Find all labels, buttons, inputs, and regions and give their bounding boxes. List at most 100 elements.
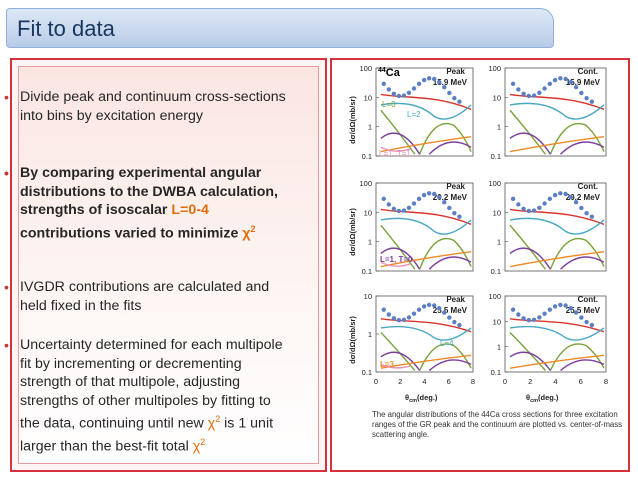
bullet-panel xyxy=(10,58,327,472)
slide-title: Fit to data xyxy=(17,16,115,41)
data-point xyxy=(442,200,447,205)
data-point xyxy=(411,201,417,206)
data-point xyxy=(558,191,563,196)
y-axis-labels: dσ/dΩ(mb/sr) dσ/dΩ(mb/sr) dσ/dΩ(mb/sr) xyxy=(348,96,357,364)
data-point xyxy=(542,86,547,91)
bullet-4-chi-exp: 2 xyxy=(215,414,221,424)
curve-l4 xyxy=(509,102,605,120)
panel-label-1: Peak xyxy=(446,295,465,304)
data-point xyxy=(396,208,402,214)
x-tick-label: 2 xyxy=(398,377,402,386)
data-point xyxy=(537,205,542,210)
bullet-panel-inner xyxy=(18,66,319,464)
y-tick-label: 1 xyxy=(368,330,372,339)
data-point xyxy=(521,316,526,321)
panel-frame xyxy=(504,182,607,272)
curve-l2 xyxy=(380,109,472,155)
data-point xyxy=(447,315,452,320)
data-point xyxy=(406,315,412,320)
curve-l2 xyxy=(380,224,472,270)
nucleus-label: 44Ca xyxy=(378,67,401,79)
y-tick-label: 0.1 xyxy=(491,267,501,276)
data-point xyxy=(516,202,521,207)
y-tick-label: 10 xyxy=(493,317,501,326)
bullet-1: • Divide peak and continuum cross-sectio… xyxy=(4,88,290,125)
data-point xyxy=(432,76,437,82)
data-point xyxy=(391,91,397,96)
curve-l3 xyxy=(509,250,605,268)
bullet-4-chi: χ xyxy=(207,415,216,432)
data-point xyxy=(516,312,521,317)
data-point xyxy=(416,196,422,202)
curve-l1 xyxy=(380,132,472,155)
y-tick-label: 100 xyxy=(488,179,501,188)
bullet-2-chi-exp: 2 xyxy=(250,223,256,234)
data-point xyxy=(381,307,386,312)
data-point xyxy=(457,99,462,104)
data-point xyxy=(510,196,516,202)
data-point xyxy=(510,81,516,87)
curve-l0 xyxy=(509,208,605,226)
data-point xyxy=(552,304,558,309)
panel-label-2: 25.5 MeV xyxy=(433,306,468,315)
data-point xyxy=(406,205,412,210)
annotation-l3: L=3 xyxy=(380,360,395,369)
panel-label-2: 25.5 MeV xyxy=(566,306,601,315)
panel-p5: 10 1 0.1 Peak 25.5 MeV 0 2 4 6 8 xyxy=(362,292,476,386)
data-point xyxy=(452,319,457,325)
data-point xyxy=(531,317,537,322)
curve-l1 xyxy=(509,351,605,372)
data-point xyxy=(552,192,558,198)
data-point xyxy=(537,90,542,95)
y-axis-label-row1: dσ/dΩ(mb/sr) xyxy=(348,96,357,144)
data-point xyxy=(573,200,579,205)
annotation-l2: L=2 xyxy=(407,110,421,119)
data-point xyxy=(573,85,579,90)
panel-label-1: Cont. xyxy=(578,67,598,76)
data-point xyxy=(526,317,532,323)
y-tick-label: 0.1 xyxy=(491,368,501,377)
data-point xyxy=(526,93,532,99)
panel-label-2: 15.9 MeV xyxy=(433,78,468,87)
data-point xyxy=(406,90,412,95)
x-tick-label: 8 xyxy=(471,377,475,386)
y-tick-label: 100 xyxy=(359,64,372,73)
x-tick-label: 4 xyxy=(553,377,557,386)
data-point xyxy=(531,93,537,98)
y-tick-label: 10 xyxy=(364,208,372,217)
panel-label-1: Cont. xyxy=(578,182,598,191)
data-point xyxy=(426,191,432,196)
data-point xyxy=(573,310,579,315)
data-point xyxy=(452,95,457,101)
data-point xyxy=(432,303,437,308)
data-point xyxy=(547,307,553,312)
panel-label-1: Peak xyxy=(446,67,465,76)
data-point xyxy=(452,210,457,216)
data-point xyxy=(579,315,584,320)
bullet-2-multipole-range: L=0-4 xyxy=(171,202,209,218)
data-point xyxy=(396,93,402,99)
data-point xyxy=(447,205,452,211)
data-point xyxy=(437,79,442,85)
data-point xyxy=(552,77,558,83)
curve-l1 xyxy=(509,132,605,155)
data-point xyxy=(396,317,402,323)
data-point xyxy=(416,81,422,87)
curve-l4 xyxy=(509,217,605,235)
data-point xyxy=(568,194,574,200)
data-point xyxy=(516,87,521,92)
panel-label-2: 20.2 MeV xyxy=(566,193,601,202)
data-point xyxy=(432,191,437,197)
x-tick-label: 4 xyxy=(422,377,426,386)
bullet-dot: • xyxy=(4,89,9,105)
y-tick-label: 100 xyxy=(488,292,501,301)
slide-title-bar: Fit to data xyxy=(6,8,554,48)
y-tick-label: 1 xyxy=(368,238,372,247)
y-tick-label: 10 xyxy=(493,93,501,102)
data-point xyxy=(568,79,574,85)
y-tick-label: 0.1 xyxy=(491,152,501,161)
data-point xyxy=(558,302,563,308)
x-axis-labels: θcm(deg.) θcm(deg.) xyxy=(405,393,559,404)
data-point xyxy=(401,317,407,322)
bullet-3-text: IVGDR contributions are calculated and h… xyxy=(20,279,270,314)
